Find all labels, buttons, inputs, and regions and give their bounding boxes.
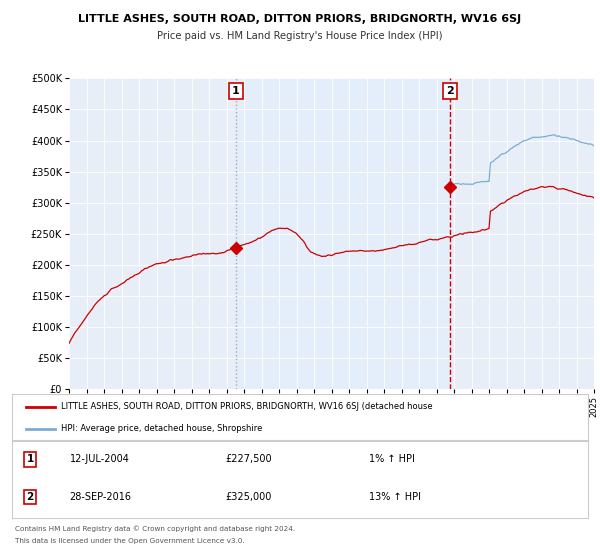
Text: 13% ↑ HPI: 13% ↑ HPI — [369, 492, 421, 502]
Text: £227,500: £227,500 — [225, 454, 272, 464]
Text: HPI: Average price, detached house, Shropshire: HPI: Average price, detached house, Shro… — [61, 424, 262, 433]
Text: LITTLE ASHES, SOUTH ROAD, DITTON PRIORS, BRIDGNORTH, WV16 6SJ (detached house: LITTLE ASHES, SOUTH ROAD, DITTON PRIORS,… — [61, 402, 433, 411]
Text: 2: 2 — [446, 86, 454, 96]
Text: £325,000: £325,000 — [225, 492, 271, 502]
Text: LITTLE ASHES, SOUTH ROAD, DITTON PRIORS, BRIDGNORTH, WV16 6SJ: LITTLE ASHES, SOUTH ROAD, DITTON PRIORS,… — [79, 14, 521, 24]
Text: This data is licensed under the Open Government Licence v3.0.: This data is licensed under the Open Gov… — [15, 538, 245, 544]
Text: Contains HM Land Registry data © Crown copyright and database right 2024.: Contains HM Land Registry data © Crown c… — [15, 525, 295, 532]
Text: 1% ↑ HPI: 1% ↑ HPI — [369, 454, 415, 464]
Text: 1: 1 — [232, 86, 239, 96]
Text: 1: 1 — [26, 454, 34, 464]
Text: 12-JUL-2004: 12-JUL-2004 — [70, 454, 130, 464]
Text: 2: 2 — [26, 492, 34, 502]
Text: 28-SEP-2016: 28-SEP-2016 — [70, 492, 131, 502]
Bar — [236, 78, 449, 389]
Text: Price paid vs. HM Land Registry's House Price Index (HPI): Price paid vs. HM Land Registry's House … — [157, 31, 443, 41]
